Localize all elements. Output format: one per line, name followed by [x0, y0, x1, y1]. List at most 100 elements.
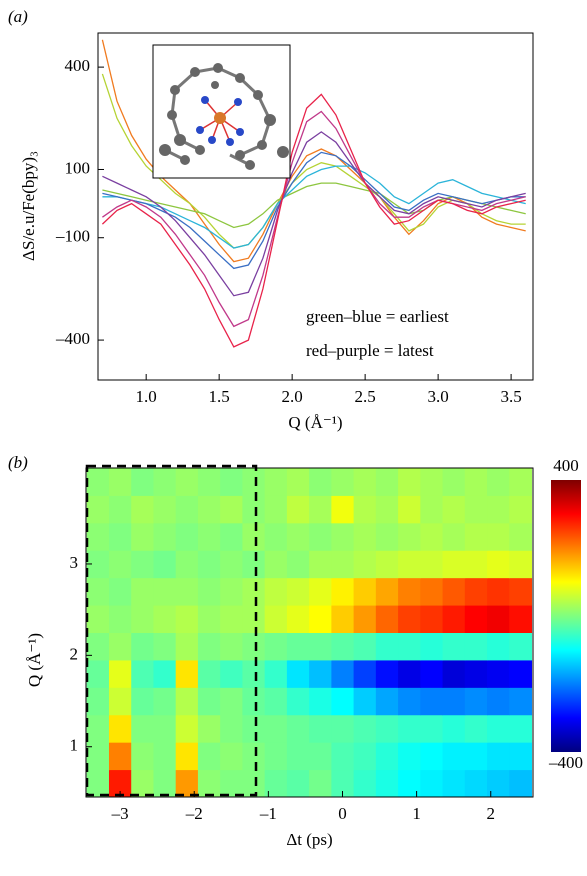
heatmap-cell	[420, 770, 443, 798]
heatmap-cell	[376, 523, 399, 551]
heatmap-cell	[354, 715, 377, 743]
heatmap-cell	[509, 660, 532, 688]
heatmap-cell	[220, 770, 243, 798]
heatmap-cell	[487, 523, 510, 551]
y-tick-label: 3	[70, 553, 79, 572]
heatmap-cell	[331, 605, 354, 633]
heatmap-cell	[265, 605, 288, 633]
heatmap-cell	[176, 523, 199, 551]
heatmap	[87, 468, 532, 798]
heatmap-cell	[87, 715, 110, 743]
heatmap-cell	[420, 550, 443, 578]
heatmap-cell	[465, 660, 488, 688]
heatmap-cell	[376, 578, 399, 606]
heatmap-cell	[153, 523, 176, 551]
heatmap-cell	[487, 495, 510, 523]
heatmap-cell	[465, 633, 488, 661]
heatmap-cell	[176, 578, 199, 606]
heatmap-cell	[465, 495, 488, 523]
heatmap-cell	[242, 550, 265, 578]
heatmap-cell	[287, 715, 310, 743]
heatmap-cell	[509, 578, 532, 606]
heatmap-cell	[198, 523, 221, 551]
heatmap-cell	[354, 495, 377, 523]
heatmap-cell	[265, 550, 288, 578]
heatmap-cell	[131, 523, 154, 551]
heatmap-cell	[309, 715, 332, 743]
heatmap-cell	[287, 495, 310, 523]
heatmap-cell	[376, 550, 399, 578]
annotation: green–blue = earliest	[306, 307, 449, 326]
heatmap-cell	[176, 633, 199, 661]
heatmap-cell	[287, 660, 310, 688]
heatmap-cell	[309, 578, 332, 606]
heatmap-cell	[198, 633, 221, 661]
heatmap-cell	[153, 715, 176, 743]
x-tick-label: 2.0	[282, 387, 303, 406]
heatmap-cell	[443, 468, 466, 496]
heatmap-cell	[265, 578, 288, 606]
heatmap-cell	[354, 660, 377, 688]
heatmap-cell	[87, 687, 110, 715]
heatmap-cell	[309, 687, 332, 715]
heatmap-cell	[443, 660, 466, 688]
heatmap-cell	[220, 742, 243, 770]
heatmap-cell	[287, 742, 310, 770]
heatmap-cell	[309, 770, 332, 798]
heatmap-cell	[376, 660, 399, 688]
heatmap-cell	[287, 468, 310, 496]
heatmap-cell	[509, 523, 532, 551]
heatmap-cell	[354, 468, 377, 496]
heatmap-cell	[443, 495, 466, 523]
heatmap-cell	[465, 715, 488, 743]
heatmap-cell	[109, 468, 132, 496]
heatmap-cell	[131, 742, 154, 770]
panel-label: (b)	[8, 453, 28, 472]
heatmap-cell	[198, 770, 221, 798]
heatmap-cell	[465, 468, 488, 496]
heatmap-cell	[153, 660, 176, 688]
heatmap-cell	[198, 468, 221, 496]
heatmap-cell	[220, 495, 243, 523]
panel-label: (a)	[8, 7, 28, 26]
heatmap-cell	[109, 523, 132, 551]
heatmap-cell	[331, 550, 354, 578]
heatmap-cell	[287, 633, 310, 661]
annotation: red–purple = latest	[306, 341, 434, 360]
heatmap-cell	[153, 633, 176, 661]
heatmap-cell	[265, 687, 288, 715]
y-tick-label: 100	[65, 158, 91, 177]
heatmap-cell	[287, 770, 310, 798]
inset-molecule	[153, 45, 290, 178]
heatmap-cell	[309, 633, 332, 661]
heatmap-cell	[354, 550, 377, 578]
heatmap-cell	[131, 687, 154, 715]
heatmap-cell	[398, 495, 421, 523]
heatmap-cell	[198, 495, 221, 523]
heatmap-cell	[242, 578, 265, 606]
figure: (a) (b) 1.01.52.02.53.03.5400100–100–400…	[0, 0, 587, 876]
heatmap-cell	[242, 770, 265, 798]
heatmap-cell	[420, 468, 443, 496]
heatmap-cell	[242, 495, 265, 523]
heatmap-cell	[109, 550, 132, 578]
heatmap-cell	[220, 578, 243, 606]
heatmap-cell	[220, 605, 243, 633]
heatmap-cell	[354, 523, 377, 551]
heatmap-cell	[420, 578, 443, 606]
heatmap-cell	[420, 495, 443, 523]
heatmap-cell	[287, 578, 310, 606]
heatmap-cell	[509, 770, 532, 798]
heatmap-cell	[487, 578, 510, 606]
colorbar-label: 400	[553, 456, 579, 475]
heatmap-cell	[198, 742, 221, 770]
heatmap-cell	[287, 550, 310, 578]
heatmap-cell	[87, 605, 110, 633]
heatmap-cell	[242, 633, 265, 661]
heatmap-cell	[487, 715, 510, 743]
heatmap-cell	[443, 633, 466, 661]
heatmap-cell	[242, 715, 265, 743]
heatmap-cell	[398, 633, 421, 661]
heatmap-cell	[109, 495, 132, 523]
y-axis-label: ΔS/e.u/Fe(bpy)₃	[19, 151, 38, 261]
